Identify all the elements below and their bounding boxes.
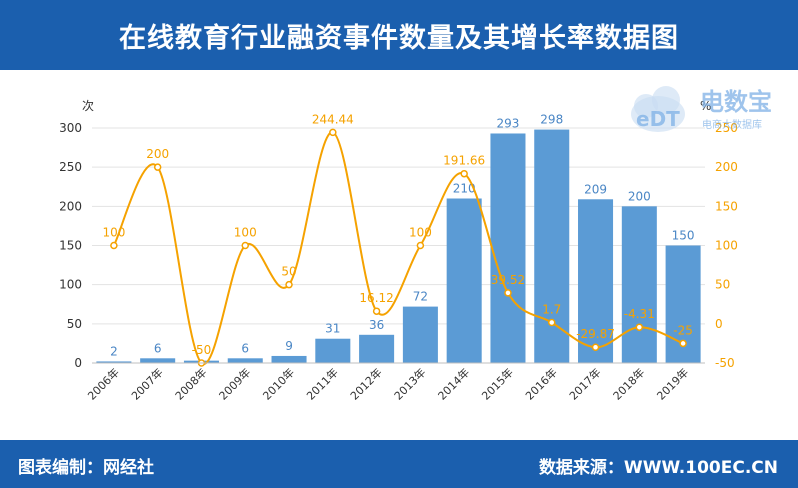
bar-value-label: 6 [241, 341, 249, 355]
left-tick-label: 200 [59, 199, 82, 213]
line-group: 100 200 -50 100 50 244.44 16.12 100 191.66 39.52 1… [102, 112, 693, 367]
bar-value-label: 9 [285, 339, 293, 353]
right-tick-label: 50 [715, 278, 730, 292]
line-point [548, 318, 556, 327]
bar-value-label: 209 [584, 182, 607, 196]
line-value-label: 244.44 [312, 112, 354, 126]
line-point [635, 323, 644, 331]
line-point [460, 169, 468, 178]
x-tick-label: 2017年 [566, 365, 603, 402]
chart-title: 在线教育行业融资事件数量及其增长率数据图 [119, 22, 679, 54]
logo: eDT 电数宝 电商大数据库 [628, 80, 793, 140]
bar-value-label: 150 [672, 229, 695, 243]
bar-value-label: 293 [497, 116, 520, 130]
x-tick-label: 2008年 [172, 365, 209, 402]
line-value-label: 100 [234, 226, 257, 240]
line-point [591, 343, 600, 351]
bar-value-label: 298 [540, 113, 563, 127]
header-bar: 在线教育行业融资事件数量及其增长率数据图 [0, 0, 798, 70]
line-value-label: 1.7 [542, 303, 561, 317]
x-tick-label: 2015年 [479, 365, 516, 402]
bar-value-label: 2 [110, 344, 118, 358]
x-tick-label: 2007年 [128, 365, 165, 402]
right-tick-label: -50 [715, 356, 735, 370]
x-tick-label: 2014年 [435, 365, 472, 402]
x-tick-label: 2009年 [216, 365, 253, 402]
bar-value-label: 31 [325, 322, 340, 336]
left-tick-label: 0 [74, 356, 82, 370]
bar [359, 334, 395, 363]
line-value-label: 39.52 [491, 273, 525, 287]
bar-value-label: 72 [413, 290, 428, 304]
chart-area: 2 6 6 9 31 36 72 210 293 298 209 200 150 100 200 -50 10… [0, 70, 798, 440]
bar [140, 358, 176, 363]
bar-value-label: 200 [628, 189, 651, 203]
bars-group: 2 6 6 9 31 36 72 210 293 298 209 200 150 [96, 113, 701, 363]
bar [621, 206, 657, 363]
line-point [153, 163, 162, 171]
x-tick-label: 2011年 [303, 365, 340, 402]
footer-bar: 图表编制：网经社 数据来源：WWW.100EC.CN [0, 440, 798, 488]
line-value-label: 16.12 [359, 291, 393, 305]
left-tick-label: 300 [59, 121, 82, 135]
line-point [504, 289, 512, 297]
bar [534, 129, 570, 363]
bar [96, 361, 132, 363]
x-tick-label: 2013年 [391, 365, 428, 402]
bar-value-label: 6 [154, 341, 162, 355]
line-value-label: 200 [146, 147, 169, 161]
footer-source: 数据来源：WWW.100EC.CN [538, 458, 778, 478]
bar [402, 306, 438, 363]
x-tick-label: 2016年 [522, 365, 559, 402]
logo-tagline: 电商大数据库 [702, 118, 762, 131]
line-point [679, 339, 687, 348]
left-tick-label: 150 [59, 239, 82, 253]
line-point [110, 241, 118, 250]
line-value-label: 191.66 [443, 154, 485, 168]
bar-value-label: 36 [369, 318, 384, 332]
line-value-label: -29.87 [576, 327, 615, 341]
bar-value-label: 210 [453, 182, 476, 196]
line-value-label: 50 [281, 265, 296, 279]
line-point [372, 307, 381, 315]
right-tick-label: 100 [715, 239, 738, 253]
line-value-label: -25 [673, 323, 693, 337]
line-point [285, 280, 293, 289]
grid-lines [92, 127, 705, 364]
bar [315, 338, 351, 363]
right-axis-unit: % [700, 99, 711, 113]
bar [578, 199, 614, 363]
left-tick-label: 250 [59, 160, 82, 174]
bar [227, 358, 263, 363]
x-tick-label: 2010年 [260, 365, 297, 402]
logo-mark: eDT [636, 107, 680, 131]
line-value-label: 100 [102, 226, 125, 240]
left-tick-label: 50 [67, 317, 82, 331]
bar [490, 133, 526, 363]
footer-editor: 图表编制：网经社 [18, 458, 154, 478]
right-tick-label: 150 [715, 199, 738, 213]
line-value-label: -4.31 [624, 307, 655, 321]
line-point [416, 241, 425, 250]
right-tick-label: 0 [715, 317, 723, 331]
bar [271, 355, 307, 363]
line-value-label: 100 [409, 226, 432, 240]
right-tick-label: 200 [715, 160, 738, 174]
line-point [329, 128, 337, 137]
x-tick-label: 2018年 [610, 365, 647, 402]
logo-name: 电数宝 [700, 88, 772, 116]
x-tick-label: 2019年 [654, 365, 691, 402]
left-tick-label: 100 [59, 278, 82, 292]
line-point [241, 241, 249, 250]
left-axis-unit: 次 [82, 99, 94, 113]
bar [446, 198, 482, 363]
line-value-label: -50 [192, 343, 212, 357]
right-tick-label: 250 [715, 121, 738, 135]
x-tick-label: 2006年 [85, 365, 122, 402]
x-tick-label: 2012年 [347, 365, 384, 402]
